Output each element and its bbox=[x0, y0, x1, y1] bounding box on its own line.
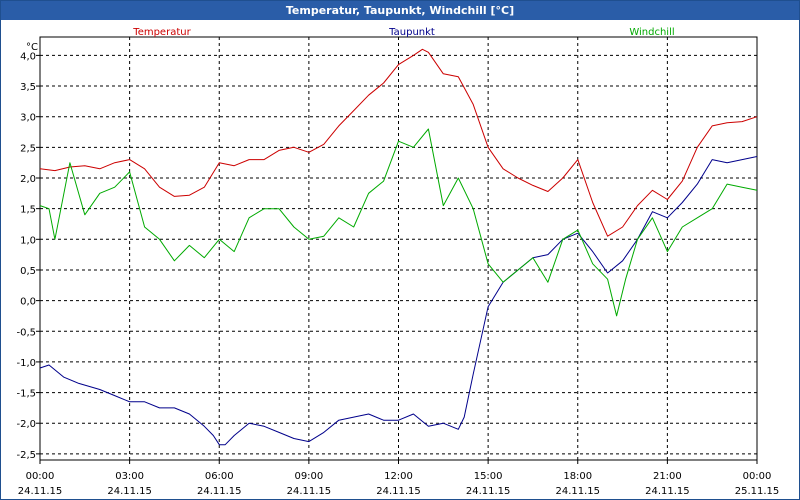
x-tick-date: 24.11.15 bbox=[376, 486, 421, 497]
x-tick-time: 00:00 bbox=[743, 471, 772, 482]
y-tick-label: 3,0 bbox=[20, 113, 36, 124]
x-tick-date: 24.11.15 bbox=[18, 486, 63, 497]
legend-taupunkt: Taupunkt bbox=[388, 27, 435, 38]
x-tick-time: 06:00 bbox=[205, 471, 234, 482]
y-tick-label: -1,5 bbox=[16, 389, 36, 400]
y-tick-label: -1,0 bbox=[16, 358, 36, 369]
y-axis-label: °C bbox=[26, 42, 38, 53]
x-tick-time: 03:00 bbox=[115, 471, 144, 482]
y-tick-label: -2,5 bbox=[16, 450, 36, 461]
x-tick-date: 24.11.15 bbox=[645, 486, 690, 497]
series-line-temperatur bbox=[39, 48, 758, 237]
x-tick-date: 24.11.15 bbox=[107, 486, 152, 497]
chart-title: Temperatur, Taupunkt, Windchill [°C] bbox=[1, 1, 799, 20]
y-axis: 4,0 3,5 3,0 2,5 2,0 1,5 1,0 0,5 0,0 -0,5 -1,0 -1,5 -… bbox=[16, 51, 40, 461]
y-tick-label: 1,5 bbox=[20, 205, 36, 216]
series-line-windchill bbox=[39, 128, 758, 317]
y-tick-label: 3,5 bbox=[20, 82, 36, 93]
series-line-taupunkt bbox=[39, 156, 758, 446]
y-tick-label: -2,0 bbox=[16, 419, 36, 430]
grid bbox=[40, 37, 757, 460]
y-tick-label: 0,0 bbox=[20, 297, 36, 308]
x-tick-time: 00:00 bbox=[26, 471, 55, 482]
x-tick-date: 24.11.15 bbox=[287, 486, 332, 497]
x-tick-time: 12:00 bbox=[384, 471, 413, 482]
legend: Temperatur Taupunkt Windchill bbox=[132, 27, 674, 38]
x-tick-date: 24.11.15 bbox=[555, 486, 600, 497]
x-tick-date: 24.11.15 bbox=[466, 486, 511, 497]
legend-windchill: Windchill bbox=[629, 27, 674, 38]
x-tick-time: 21:00 bbox=[653, 471, 682, 482]
y-tick-label: 2,5 bbox=[20, 143, 36, 154]
x-tick-time: 09:00 bbox=[294, 471, 323, 482]
y-tick-label: 4,0 bbox=[20, 51, 36, 62]
y-tick-label: 0,5 bbox=[20, 266, 36, 277]
series-group bbox=[39, 48, 758, 446]
y-tick-label: 2,0 bbox=[20, 174, 36, 185]
y-tick-label: 1,0 bbox=[20, 235, 36, 246]
y-tick-label: -0,5 bbox=[16, 327, 36, 338]
x-axis: 00:00 24.11.15 03:00 24.11.15 06:00 24.11.15 0… bbox=[18, 460, 780, 497]
legend-temperatur: Temperatur bbox=[132, 27, 191, 38]
x-tick-date: 24.11.15 bbox=[197, 486, 242, 497]
x-tick-date: 25.11.15 bbox=[735, 486, 780, 497]
x-tick-time: 15:00 bbox=[474, 471, 503, 482]
x-tick-time: 18:00 bbox=[563, 471, 592, 482]
